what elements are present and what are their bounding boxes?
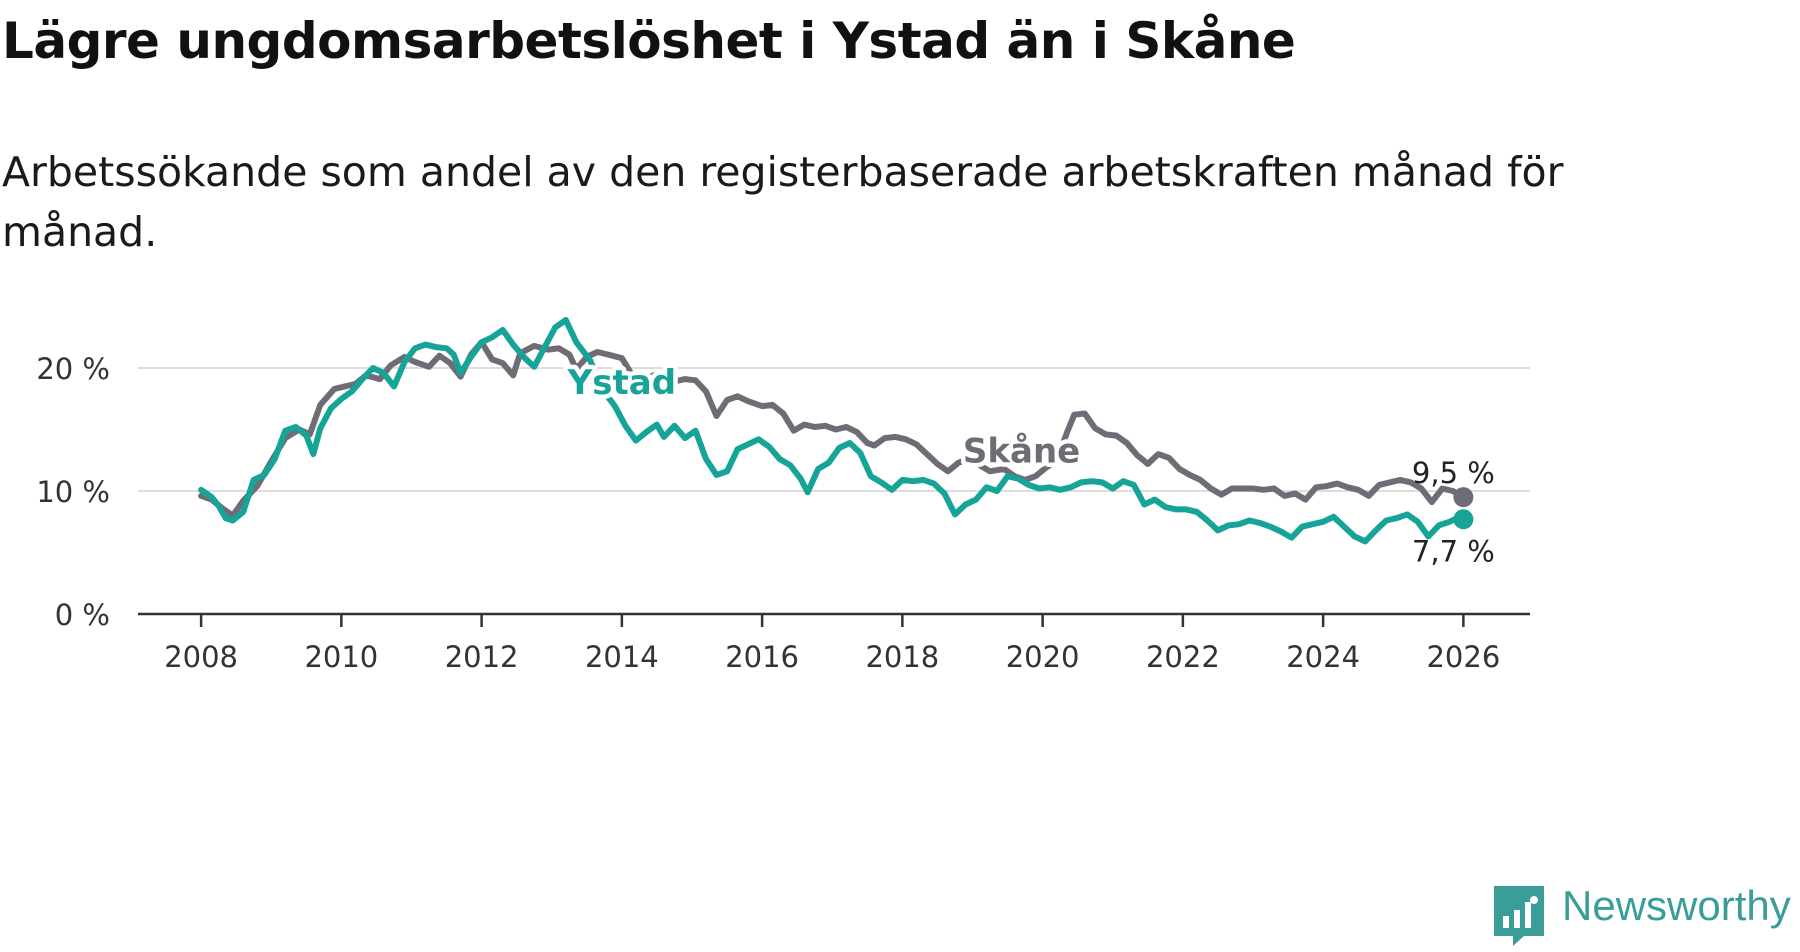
x-tick-label: 2018	[865, 640, 939, 674]
x-tick-label: 2026	[1426, 640, 1500, 674]
chart-subtitle: Arbetssökande som andel av den registerb…	[2, 148, 1564, 256]
brand-name: Newsworthy	[1562, 882, 1791, 929]
ystad-series-label: Ystad	[567, 363, 676, 403]
x-tick-label: 2012	[445, 640, 519, 674]
skane-line	[198, 339, 1467, 519]
x-tick-label: 2016	[725, 640, 799, 674]
ystad-line	[198, 317, 1467, 545]
series-labels: 9,5 % Skåne 7,7 % Ystad	[562, 358, 1495, 568]
skane-end-label: 9,5 %	[1412, 456, 1495, 490]
y-tick-label: 20 %	[36, 352, 110, 386]
x-axis: 2008 2010 2012 2014 2016 2018 2020 2022 2024 2026	[138, 612, 1530, 674]
ystad-end-marker	[1453, 509, 1474, 530]
newsworthy-logo: Newsworthy	[1486, 878, 1796, 948]
x-tick-label: 2014	[585, 640, 659, 674]
x-tick-label: 2022	[1146, 640, 1220, 674]
newsworthy-icon	[1494, 886, 1544, 946]
series-lines	[198, 317, 1474, 545]
ystad-end-label: 7,7 %	[1412, 534, 1495, 568]
skane-series-label: Skåne	[963, 432, 1080, 472]
x-tick-label: 2008	[164, 640, 238, 674]
y-tick-label: 10 %	[36, 475, 110, 509]
skane-end-marker	[1453, 487, 1474, 508]
x-tick-label: 2020	[1006, 640, 1080, 674]
x-tick-label: 2024	[1286, 640, 1360, 674]
x-tick-label: 2010	[304, 640, 378, 674]
chart-title: Lägre ungdomsarbetslöshet i Ystad än i S…	[2, 12, 1296, 70]
y-tick-label: 0 %	[55, 598, 110, 632]
y-axis-labels: 0 % 10 % 20 %	[36, 352, 110, 632]
